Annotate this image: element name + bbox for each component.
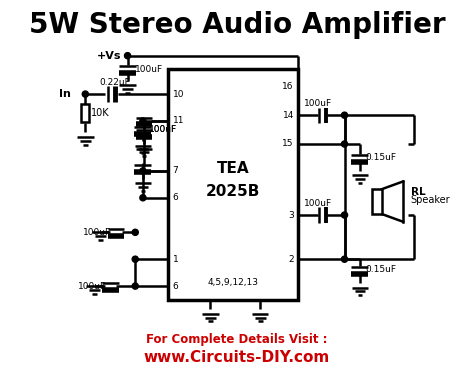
- Text: 6: 6: [173, 281, 178, 291]
- Text: 100uF: 100uF: [304, 99, 332, 108]
- Text: TEA: TEA: [217, 161, 249, 177]
- Circle shape: [341, 112, 347, 118]
- Text: 100uF: 100uF: [304, 199, 332, 208]
- Circle shape: [341, 256, 347, 262]
- Text: www.Circuits-DIY.com: www.Circuits-DIY.com: [144, 349, 330, 365]
- Text: 100uF: 100uF: [135, 65, 163, 74]
- Text: 15: 15: [283, 139, 294, 149]
- Circle shape: [82, 91, 88, 97]
- Text: In: In: [59, 89, 71, 99]
- Text: Speaker: Speaker: [410, 195, 450, 205]
- Text: 100uF: 100uF: [83, 228, 111, 237]
- Circle shape: [341, 141, 347, 147]
- Circle shape: [132, 229, 138, 235]
- Text: 11: 11: [173, 116, 184, 126]
- Text: 0.22uF: 0.22uF: [100, 78, 130, 87]
- Text: 10K: 10K: [91, 108, 109, 118]
- Text: +Vs: +Vs: [97, 51, 121, 61]
- Circle shape: [140, 195, 146, 201]
- Text: 14: 14: [283, 111, 294, 120]
- Bar: [168, 69, 299, 300]
- Text: 100uF: 100uF: [149, 125, 177, 134]
- Text: 10: 10: [173, 89, 184, 99]
- Text: 2025B: 2025B: [206, 184, 260, 200]
- Text: 1: 1: [173, 255, 178, 264]
- Text: 6: 6: [173, 193, 178, 202]
- Text: 0.15uF: 0.15uF: [365, 153, 397, 162]
- Circle shape: [132, 256, 138, 262]
- Circle shape: [140, 118, 146, 124]
- Bar: [373, 189, 382, 214]
- Text: 3: 3: [288, 210, 294, 220]
- Text: 2: 2: [288, 255, 294, 264]
- Circle shape: [341, 212, 347, 218]
- Text: RL: RL: [410, 187, 425, 197]
- Circle shape: [140, 168, 146, 174]
- Text: 100uF: 100uF: [149, 125, 177, 134]
- Text: 4,5,9,12,13: 4,5,9,12,13: [208, 278, 259, 287]
- Circle shape: [125, 53, 131, 59]
- Text: 5W Stereo Audio Amplifier: 5W Stereo Audio Amplifier: [29, 11, 445, 39]
- Circle shape: [132, 283, 138, 289]
- Text: 16: 16: [283, 82, 294, 91]
- Bar: [82, 104, 89, 122]
- Text: 7: 7: [173, 166, 178, 175]
- Text: For Complete Details Visit :: For Complete Details Visit :: [146, 333, 328, 346]
- Text: 100uF: 100uF: [78, 281, 106, 291]
- Text: 0.15uF: 0.15uF: [365, 265, 397, 274]
